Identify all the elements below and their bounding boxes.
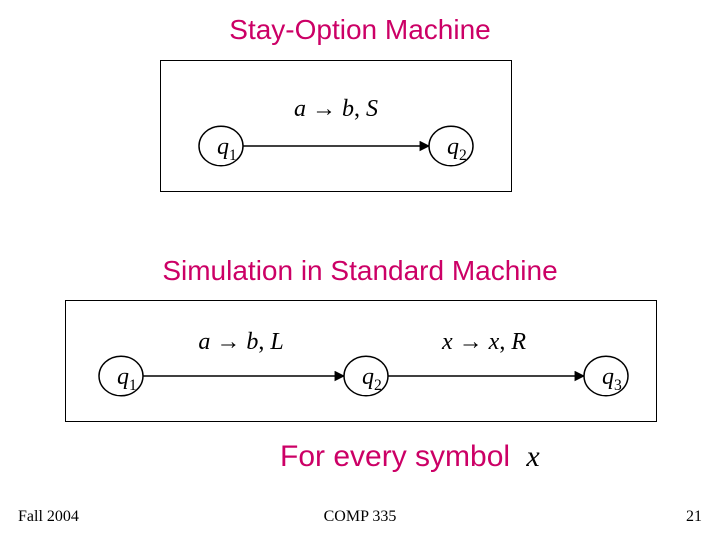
graph-box-stay-option: a → b, Sq1q2 (160, 60, 512, 192)
footer-right: 21 (686, 508, 702, 526)
state-diagram-1: a → b, Sq1q2 (161, 61, 511, 191)
symbol-x: x (526, 440, 539, 473)
title-bottom-text: For every symbol (280, 440, 510, 473)
graph-box-standard: a → b, Lx → x, Rq1q2q3 (65, 300, 657, 422)
slide: Stay-Option Machine a → b, Sq1q2 Simulat… (0, 0, 720, 540)
edge-label: x → x, R (441, 329, 526, 355)
edge-label: a → b, S (294, 96, 378, 122)
title-mid: Simulation in Standard Machine (0, 255, 720, 287)
state-diagram-2: a → b, Lx → x, Rq1q2q3 (66, 301, 656, 421)
footer-center: COMP 335 (0, 508, 720, 526)
edge-label: a → b, L (198, 329, 283, 355)
title-bottom: For every symbol x (280, 440, 540, 474)
title-top: Stay-Option Machine (0, 14, 720, 46)
